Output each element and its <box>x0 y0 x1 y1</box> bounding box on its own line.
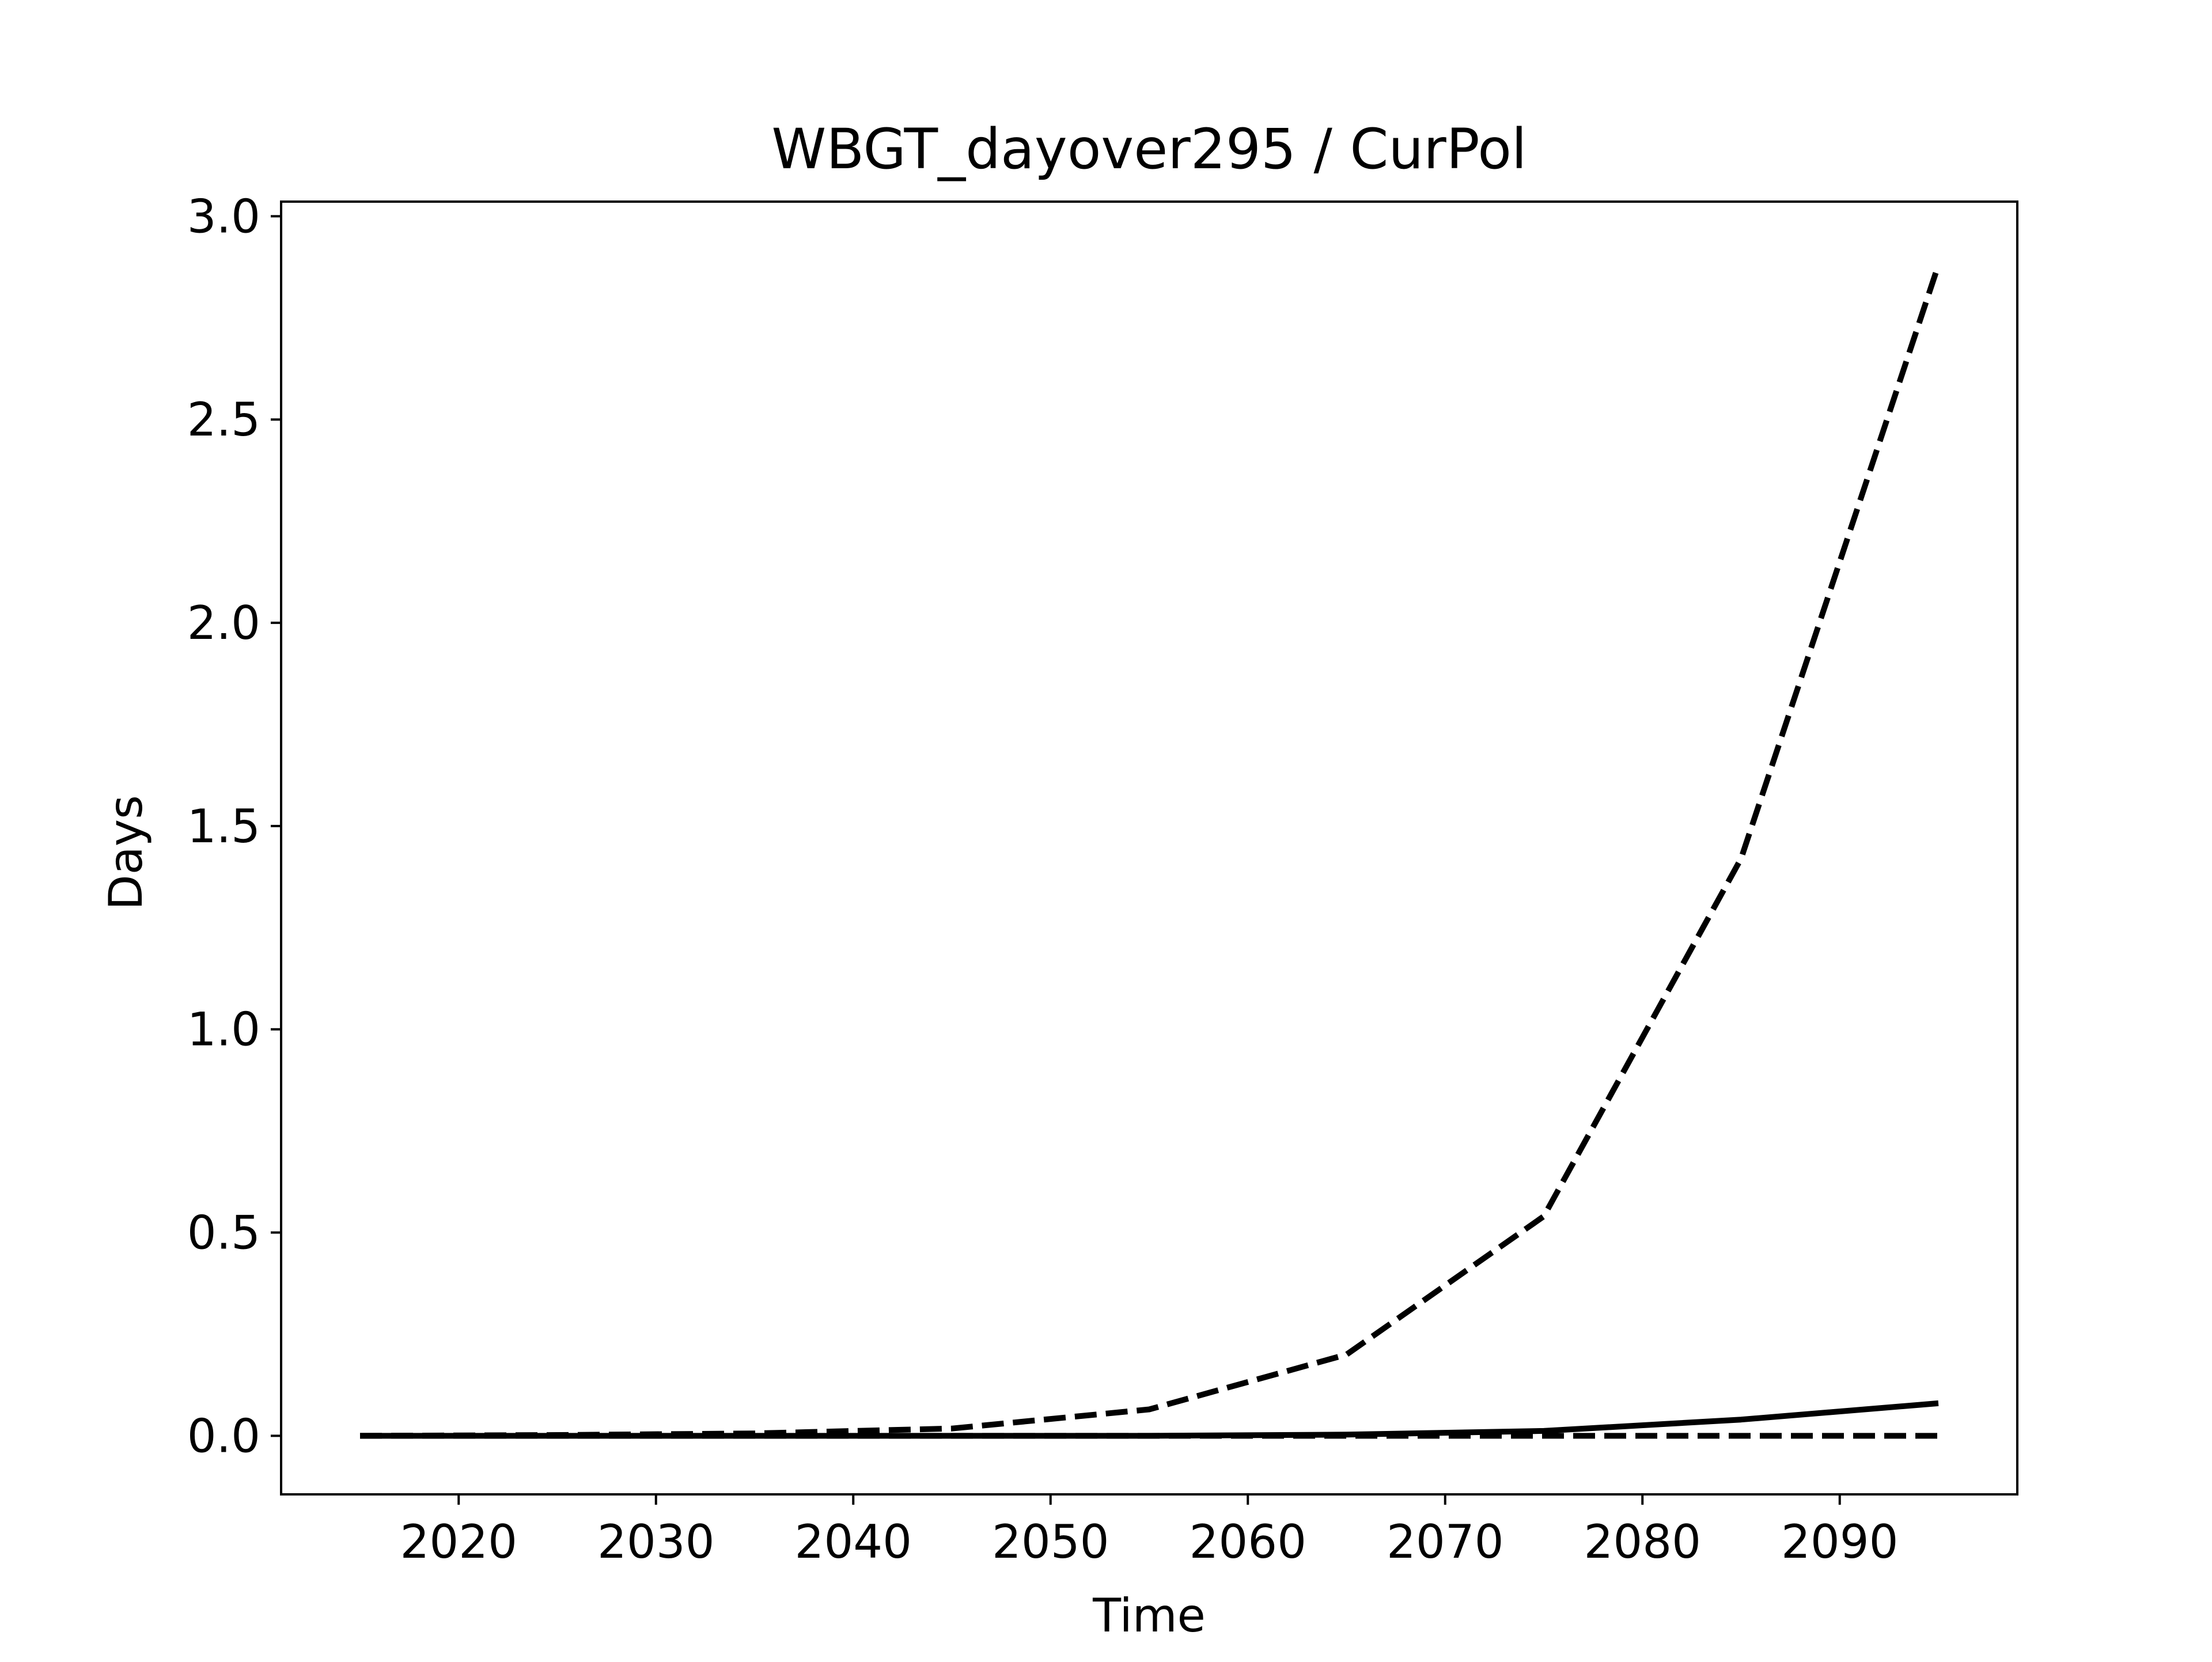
y-tick-label: 0.0 <box>187 1409 260 1463</box>
y-tick-label: 1.0 <box>187 1003 260 1057</box>
x-tick-label: 2090 <box>1781 1515 1899 1569</box>
series-layer <box>359 264 1941 1439</box>
x-tick-label: 2040 <box>794 1515 912 1569</box>
x-axis: 2020 2030 2040 2050 2060 2070 2080 2090 <box>400 1494 1899 1569</box>
x-tick-label: 2060 <box>1189 1515 1306 1569</box>
y-tick-label: 0.5 <box>187 1206 260 1260</box>
y-tick-label: 2.5 <box>187 393 260 446</box>
x-tick-label: 2080 <box>1584 1515 1701 1569</box>
y-axis: 0.0 0.5 1.0 1.5 2.0 2.5 3.0 <box>187 190 281 1463</box>
y-tick-label: 3.0 <box>187 190 260 243</box>
x-axis-label: Time <box>1092 1589 1206 1642</box>
x-tick-label: 2070 <box>1387 1515 1504 1569</box>
plot-frame <box>280 200 2018 1496</box>
x-tick-label: 2050 <box>992 1515 1109 1569</box>
y-axis-label: Days <box>99 795 153 910</box>
chart-title: WBGT_dayover295 / CurPol <box>771 117 1527 181</box>
y-tick-label: 2.0 <box>187 596 260 650</box>
x-tick-label: 2020 <box>400 1515 517 1569</box>
x-tick-label: 2030 <box>597 1515 715 1569</box>
y-tick-label: 1.5 <box>187 800 260 853</box>
